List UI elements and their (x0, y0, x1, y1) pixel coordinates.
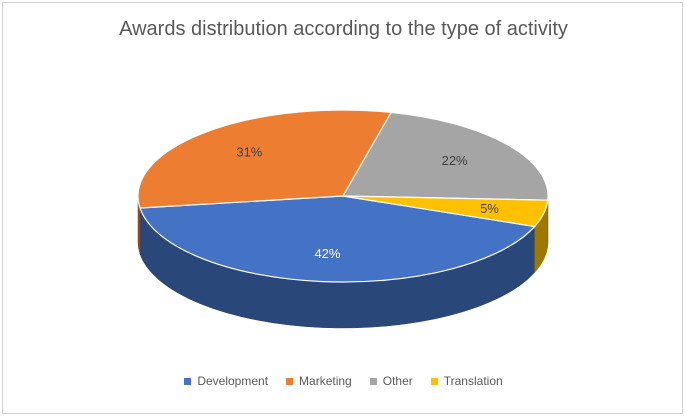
legend-swatch-marketing (286, 377, 294, 385)
legend-swatch-translation (430, 377, 438, 385)
legend-item-translation: Translation (430, 374, 503, 388)
legend-item-development: Development (184, 374, 268, 388)
pie-slice-other (342, 111, 549, 201)
legend-label-other: Other (382, 374, 413, 388)
legend: Development Marketing Other Translation (0, 374, 687, 388)
data-label-marketing: 31% (236, 145, 262, 160)
legend-item-marketing: Marketing (286, 374, 352, 388)
chart-title: Awards distribution according to the typ… (119, 18, 568, 40)
legend-swatch-other (369, 377, 377, 385)
pie-slice-translation (342, 195, 549, 228)
legend-label-marketing: Marketing (299, 374, 352, 388)
legend-label-development: Development (197, 374, 269, 388)
pie-slice-development (139, 195, 536, 283)
data-label-translation: 5% (480, 201, 499, 216)
data-label-development: 42% (314, 246, 340, 261)
legend-item-other: Other (369, 374, 413, 388)
pie-slice-marketing (137, 109, 392, 209)
data-label-other: 22% (442, 153, 468, 168)
legend-label-translation: Translation (443, 374, 503, 388)
legend-swatch-development (184, 377, 192, 385)
